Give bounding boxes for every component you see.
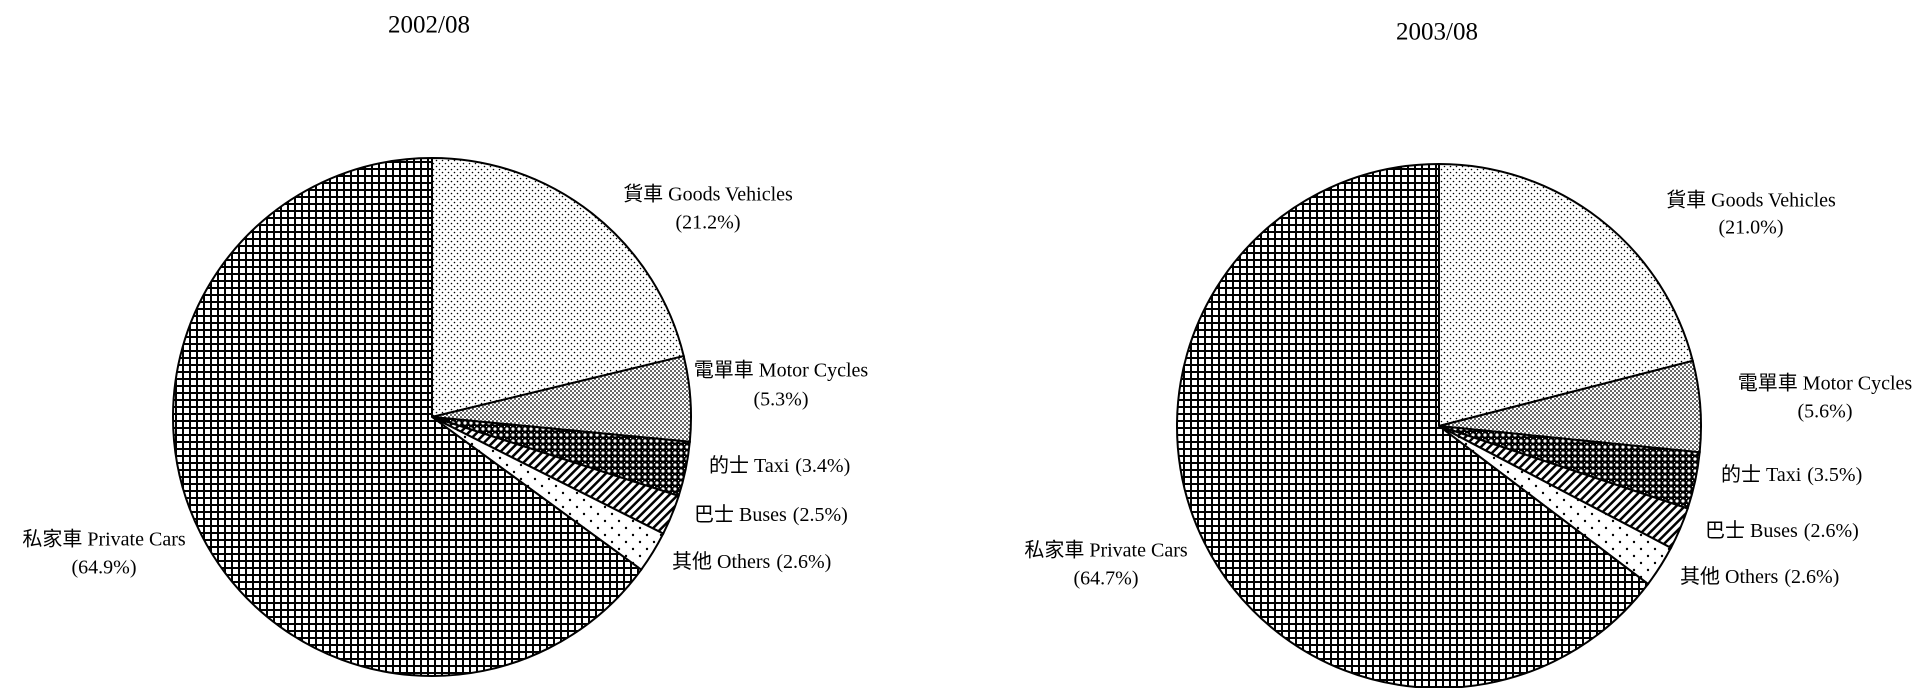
chart-title: 2003/08 [1396, 19, 1478, 46]
slice-label-group: 其他 Others (2.6%) [672, 550, 831, 573]
slice-label: 巴士 Buses [694, 503, 787, 526]
value-label: (64.7%) [1074, 568, 1139, 590]
slice-label-group: 其他 Others (2.6%) [1680, 565, 1839, 588]
value-label: (3.4%) [795, 455, 850, 477]
slice-label: 貨車 Goods Vehicles [1666, 189, 1836, 212]
value-label: (2.6%) [776, 551, 831, 573]
value-label: (2.6%) [1804, 520, 1859, 542]
slice-label-group: 的士 Taxi (3.4%) [709, 454, 850, 477]
slice-label: 私家車 Private Cars [22, 528, 186, 551]
value-label: (21.0%) [1719, 217, 1784, 239]
slice-label: 的士 Taxi [1721, 463, 1802, 486]
value-label: (5.3%) [754, 389, 809, 411]
value-label: (21.2%) [676, 212, 741, 234]
value-label: (64.9%) [72, 557, 137, 579]
slice-label: 其他 Others [1680, 565, 1779, 588]
pie-slice [172, 156, 643, 677]
value-label: (5.6%) [1798, 401, 1853, 423]
value-label: (3.5%) [1807, 464, 1862, 486]
pie-slice [431, 156, 685, 419]
pie-slice [1438, 162, 1694, 428]
slice-label-group: 的士 Taxi (3.5%) [1721, 463, 1862, 486]
pie-slice [1176, 162, 1650, 688]
slice-label: 私家車 Private Cars [1024, 539, 1188, 562]
value-label: (2.5%) [793, 504, 848, 526]
slice-label: 的士 Taxi [709, 454, 790, 477]
slice-label: 電單車 Motor Cycles [1738, 372, 1913, 395]
slice-label: 貨車 Goods Vehicles [623, 183, 793, 206]
value-label: (2.6%) [1784, 566, 1839, 588]
slice-label: 其他 Others [672, 550, 771, 573]
slice-label: 電單車 Motor Cycles [694, 359, 869, 382]
slice-label: 巴士 Buses [1705, 519, 1798, 542]
chart-title: 2002/08 [388, 12, 470, 39]
slice-label-group: 巴士 Buses (2.5%) [694, 503, 848, 526]
slice-label-group: 巴士 Buses (2.6%) [1705, 519, 1859, 542]
